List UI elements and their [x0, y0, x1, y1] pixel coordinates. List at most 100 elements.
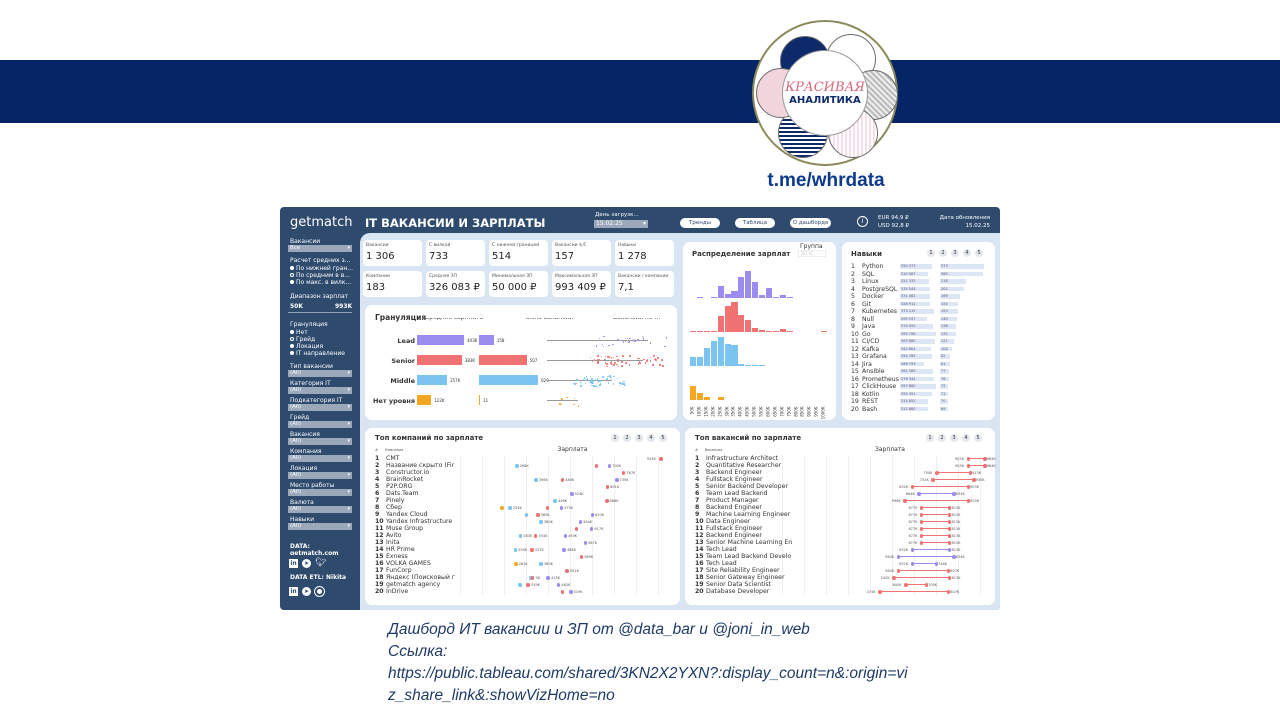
filter-dropdown[interactable]: (All) — [288, 438, 352, 445]
group-dropdown[interactable]: 50 K — [798, 250, 826, 257]
page-button[interactable]: 1 — [611, 434, 619, 442]
salary-range-line — [912, 549, 950, 551]
filter-dropdown[interactable]: (All) — [288, 455, 352, 462]
avg-salary-value: 403K — [467, 338, 478, 343]
row-name: BrainRocket — [386, 476, 424, 483]
row-rank: 9 — [695, 511, 700, 518]
linkedin-icon[interactable]: in — [289, 587, 298, 596]
page-button[interactable]: 1 — [927, 249, 935, 257]
github-icon[interactable] — [314, 586, 325, 597]
about-button[interactable]: О дашборде — [790, 218, 831, 228]
sidebar-filters: Вакансии Все Расчет средних з... Диапазо… — [280, 233, 360, 610]
row-rank: 6 — [375, 490, 380, 497]
filter-dropdown[interactable]: (All) — [288, 387, 352, 394]
page-button[interactable]: 2 — [939, 249, 947, 257]
salary-min-label: 542K — [880, 575, 890, 580]
salary-dot — [560, 590, 565, 594]
skill-salary: 370 052 — [901, 324, 916, 328]
salary-max-dot — [966, 485, 971, 489]
row-rank: 7 — [375, 497, 380, 504]
salary-max-label: 813K — [951, 519, 961, 524]
caption-link[interactable]: z_share_link&:showVizHome=no — [388, 687, 615, 704]
filter-dropdown[interactable]: (All) — [288, 404, 352, 411]
skill-rank: 11 — [851, 338, 859, 345]
table-button[interactable]: Таблица — [735, 218, 775, 228]
x-tick-label: 100K — [696, 406, 702, 417]
row-name: InDrive — [386, 588, 409, 595]
filter-dropdown[interactable]: (All) — [288, 506, 352, 513]
page-button[interactable]: 2 — [623, 434, 631, 442]
radio-label: IT направление — [296, 350, 345, 357]
granulation-label: Грануляция — [290, 321, 328, 328]
col-num-header: # — [375, 448, 378, 452]
salary-point — [609, 375, 611, 377]
salary-point — [576, 379, 578, 381]
salary-min-label: 600K — [892, 582, 902, 587]
granulation-radio[interactable]: Локация — [290, 343, 323, 350]
twitter-icon[interactable]: 🐦︎ — [315, 558, 327, 568]
salary-dot — [534, 478, 538, 482]
trends-button[interactable]: Тренды — [680, 218, 720, 228]
gridline — [936, 455, 937, 595]
page-button[interactable]: 3 — [950, 434, 958, 442]
info-icon[interactable]: i — [857, 216, 868, 227]
salary-point — [597, 355, 599, 357]
page-button[interactable]: 2 — [938, 434, 946, 442]
skill-count: 77 — [941, 369, 946, 373]
salary-point — [610, 357, 613, 359]
salary-max-label: 807K — [950, 568, 960, 573]
telegram-icon[interactable]: ➤ — [302, 559, 311, 568]
gridline — [482, 455, 483, 595]
page-button[interactable]: 1 — [926, 434, 934, 442]
count-header: Число вакансий — [523, 318, 573, 322]
granulation-radio[interactable]: Нет — [290, 329, 308, 336]
row-name: Fullstack Engineer — [706, 476, 763, 483]
filter-label: Навыки — [290, 516, 314, 523]
skill-row: 6 Git 328 912 154 — [851, 301, 991, 308]
page-button[interactable]: 4 — [963, 249, 971, 257]
skill-salary-bar — [900, 339, 936, 344]
skill-salary: 350 373 — [901, 264, 916, 268]
filter-dropdown[interactable]: (All) — [288, 370, 352, 377]
panel-title: Топ вакансий по зарплате — [695, 434, 802, 442]
salary-point — [657, 357, 659, 359]
avg-calc-radio[interactable]: По нижней гран... — [290, 265, 353, 272]
filter-dropdown[interactable]: (All) — [288, 523, 352, 530]
caption-link[interactable]: https://public.tableau.com/shared/3KN2X2… — [388, 665, 908, 682]
skill-salary-bar — [900, 271, 928, 276]
row-name: Site Reliability Engineer — [706, 567, 780, 574]
vacancies-filter-dropdown[interactable]: Все — [288, 245, 352, 252]
avg-calc-radio[interactable]: По макс. в вилк... — [290, 279, 351, 286]
salary-point — [595, 379, 597, 382]
filter-dropdown[interactable]: (All) — [288, 489, 352, 496]
telegram-icon[interactable]: ➤ — [302, 587, 311, 596]
filter-dropdown[interactable]: (All) — [288, 421, 352, 428]
page-button[interactable]: 3 — [635, 434, 643, 442]
top-row: 7 Product Manager 596K 903K — [695, 497, 991, 504]
panel-title: Грануляция — [375, 313, 427, 322]
page-button[interactable]: 5 — [974, 434, 982, 442]
x-tick-label: 350K — [730, 406, 736, 417]
skill-count: 218 — [941, 279, 948, 283]
salary-point — [602, 376, 604, 378]
avg-salary-value: 383K — [464, 358, 476, 363]
page-button[interactable]: 3 — [951, 249, 959, 257]
granulation-radio[interactable]: IT направление — [290, 350, 345, 357]
page-button[interactable]: 4 — [647, 434, 655, 442]
salary-range-slider[interactable] — [288, 312, 352, 313]
page-button[interactable]: 5 — [659, 434, 667, 442]
telegram-link[interactable]: t.me/whrdata — [767, 170, 885, 191]
page-button[interactable]: 5 — [975, 249, 983, 257]
linkedin-icon[interactable]: in — [289, 559, 298, 568]
salary-point — [638, 357, 640, 360]
skill-name: Grafana — [862, 353, 887, 360]
histogram-bar — [710, 297, 717, 298]
page-button[interactable]: 4 — [962, 434, 970, 442]
filter-dropdown[interactable]: (All) — [288, 472, 352, 479]
salary-max-dot — [924, 583, 929, 587]
salary-range-line — [898, 556, 954, 558]
row-name: Product Manager — [706, 497, 759, 504]
granulation-radio[interactable]: Грейд — [290, 336, 315, 343]
load-day-dropdown[interactable]: 15.02.25 ▾ — [594, 220, 648, 228]
avg-calc-radio[interactable]: По средним в в... — [290, 272, 350, 279]
